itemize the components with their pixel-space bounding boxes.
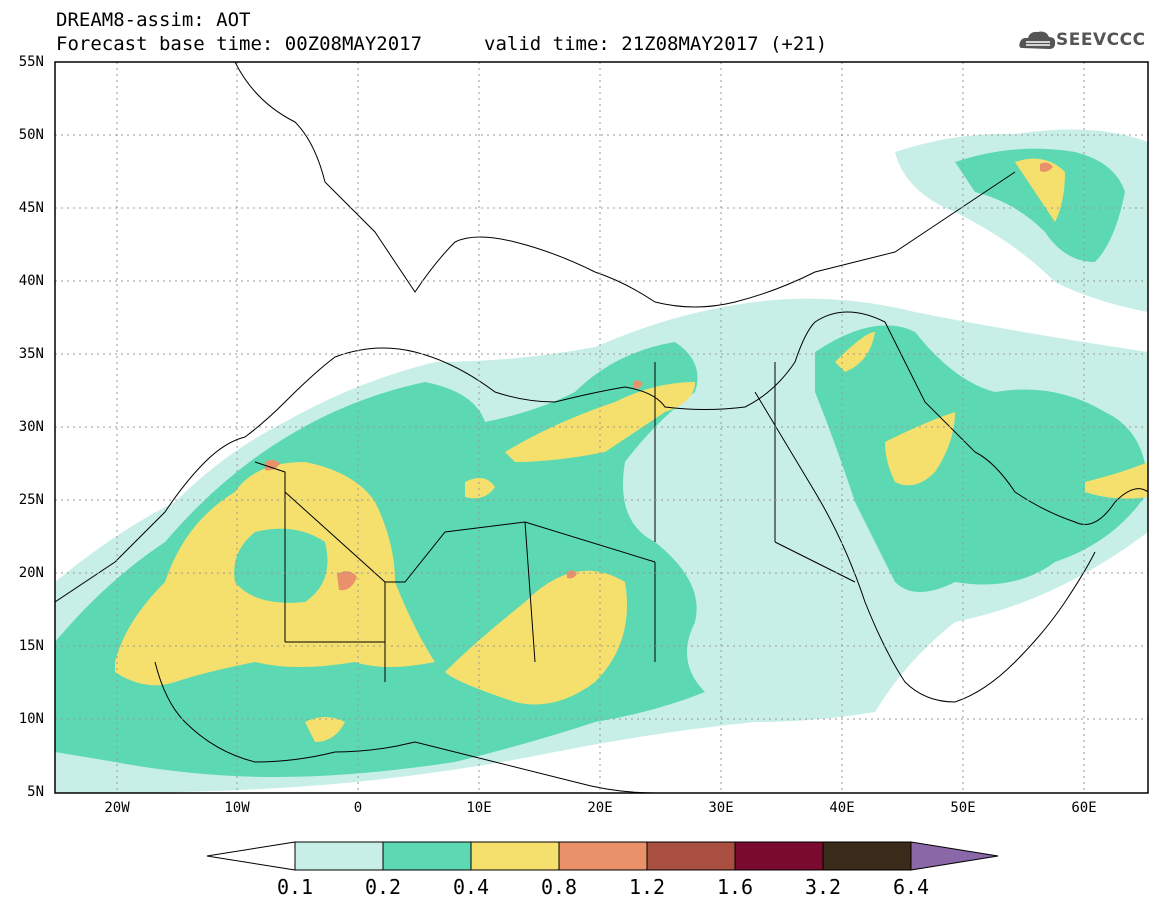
colorbar-label: 3.2 [804,875,842,899]
time-line: Forecast base time: 00Z08MAY2017 valid ti… [56,33,827,55]
colorbar-segment [822,841,912,871]
colorbar-low-arrow [206,841,296,871]
lon-label: 20E [587,800,613,816]
colorbar-label: 1.2 [628,875,666,899]
lat-label: 55N [18,54,44,70]
colorbar-label: 0.4 [452,875,490,899]
lon-label: 60E [1071,800,1097,816]
aot-level-4 [265,162,1053,591]
colorbar-segment [382,841,472,871]
lon-label: 30E [708,800,734,816]
lat-label: 20N [18,565,44,581]
logo-text: SEEVCCC [1056,30,1146,50]
lat-label: 25N [18,492,44,508]
coastlines [55,62,1148,793]
colorbar-label: 1.6 [716,875,754,899]
lat-label: 5N [27,784,44,800]
cloud-icon [1019,31,1056,49]
colorbar-high-arrow [910,841,999,871]
base-time: Forecast base time: 00Z08MAY2017 [56,33,423,55]
valid-time: valid time: 21Z08MAY2017 (+21) [484,33,828,55]
lat-label: 45N [18,200,44,216]
lon-label: 0 [353,800,363,816]
lat-label: 35N [18,346,44,362]
colorbar-segment [646,841,736,871]
colorbar-label: 0.8 [540,875,578,899]
lat-label: 10N [18,711,44,727]
seevccc-logo [1019,31,1056,49]
colorbar [206,841,999,871]
colorbar-segment [558,841,648,871]
lon-label: 50E [950,800,976,816]
model-title: DREAM8-assim: AOT [56,9,251,31]
lon-label: 20W [104,800,130,816]
aot-map [54,61,1149,794]
map-frame [54,61,1149,794]
colorbar-segment [470,841,560,871]
lat-label: 15N [18,638,44,654]
lat-label: 50N [18,127,44,143]
lon-label: 40E [829,800,855,816]
colorbar-label: 0.1 [276,875,314,899]
colorbar-segment [734,841,824,871]
lon-label: 10E [466,800,492,816]
lat-label: 40N [18,273,44,289]
graticule [55,62,1148,793]
lon-label: 10W [224,800,250,816]
lat-label: 30N [18,419,44,435]
colorbar-segment [294,841,384,871]
colorbar-label: 0.2 [364,875,402,899]
colorbar-label: 6.4 [892,875,930,899]
